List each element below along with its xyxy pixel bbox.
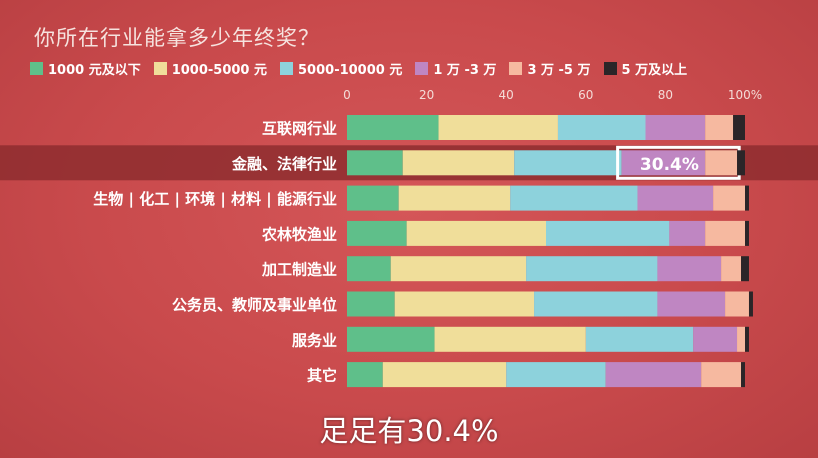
bar-segment xyxy=(510,185,638,211)
category-label: 互联网行业 xyxy=(262,120,337,138)
bar-segment xyxy=(534,291,658,317)
bar-segment xyxy=(347,326,435,352)
legend-label: 1000 元及以下 xyxy=(48,62,141,78)
bar-segment xyxy=(382,362,507,388)
subtitle-caption: 足足有30.4% xyxy=(319,414,499,448)
legend-item: 5 万及以上 xyxy=(603,59,688,78)
bar-segment xyxy=(347,150,403,176)
bar-segment xyxy=(347,362,383,388)
x-tick-label: 100% xyxy=(728,88,762,102)
chart-legend: 1000 元及以下 1000-5000 元 5000-10000 元 1 万 -3 万… xyxy=(30,58,700,78)
bar-segment xyxy=(745,220,749,246)
bar-segment xyxy=(347,220,407,246)
bar-segment xyxy=(557,115,646,140)
category-label: 其它 xyxy=(307,367,337,385)
bar-segment xyxy=(347,185,399,211)
bar-segment xyxy=(438,115,558,140)
legend-label: 3 万 -5 万 xyxy=(527,62,591,78)
bar-segment xyxy=(394,291,535,317)
legend-label: 5000-10000 元 xyxy=(298,62,403,78)
x-tick-label: 60 xyxy=(578,88,593,102)
bar-segment xyxy=(585,326,694,352)
bar-segment xyxy=(748,291,753,317)
bar-segment xyxy=(721,256,742,282)
bar-segment xyxy=(737,150,745,176)
bar-segment xyxy=(745,326,749,352)
bar-segment xyxy=(645,115,706,140)
legend-swatch xyxy=(153,61,167,75)
x-tick-label: 40 xyxy=(499,88,514,102)
bar-segment xyxy=(705,115,734,140)
category-label: 农林牧渔业 xyxy=(261,225,337,243)
bar-segment xyxy=(737,326,745,352)
bar-segment xyxy=(725,291,749,317)
category-label: 生物 | 化工 | 环境 | 材料 | 能源行业 xyxy=(93,190,337,209)
legend-item: 5000-10000 元 xyxy=(280,59,402,78)
legend-swatch xyxy=(415,61,429,75)
bar-segment xyxy=(657,256,722,282)
bar-segment xyxy=(390,256,527,282)
legend-swatch xyxy=(509,61,523,75)
bar-segment xyxy=(605,362,702,388)
legend-item: 3 万 -5 万 xyxy=(509,59,591,78)
legend-swatch xyxy=(603,61,617,75)
highlight-value-label: 30.4% xyxy=(640,155,699,175)
bar-segment xyxy=(733,115,745,140)
bar-segment xyxy=(398,185,511,211)
bar-segment xyxy=(402,150,515,176)
bar-segment xyxy=(434,326,586,352)
legend-item: 1000-5000 元 xyxy=(153,59,268,78)
bar-segment xyxy=(705,150,738,176)
legend-label: 5 万及以上 xyxy=(621,62,688,78)
bar-segment xyxy=(514,150,622,176)
bar-segment xyxy=(657,291,726,317)
x-tick-label: 20 xyxy=(419,88,434,102)
bar-segment xyxy=(713,185,745,211)
bar-segment xyxy=(347,291,395,317)
bar-segment xyxy=(347,256,391,282)
bar-segment xyxy=(621,150,706,176)
bar-segment xyxy=(669,220,706,246)
category-label: 加工制造业 xyxy=(261,261,337,279)
bar-segment xyxy=(506,362,606,388)
bar-segment xyxy=(406,220,546,246)
legend-item: 1000 元及以下 xyxy=(30,59,141,78)
category-label: 金融、法律行业 xyxy=(231,155,337,173)
bar-segment xyxy=(526,256,658,282)
legend-swatch xyxy=(30,61,43,75)
bar-segment xyxy=(745,185,749,211)
bar-segment xyxy=(705,220,745,246)
legend-label: 1 万 -3 万 xyxy=(433,62,497,78)
category-label: 公务员、教师及事业单位 xyxy=(172,296,337,314)
x-tick-label: 80 xyxy=(658,88,673,102)
bar-segment xyxy=(741,256,749,282)
bar-segment xyxy=(347,115,439,140)
legend-label: 1000-5000 元 xyxy=(171,62,268,78)
bar-segment xyxy=(693,326,738,352)
bar-segment xyxy=(741,362,745,388)
legend-item: 1 万 -3 万 xyxy=(415,59,496,78)
bar-segment xyxy=(637,185,714,211)
bar-segment xyxy=(701,362,742,388)
chart-title: 你所在行业能拿多少年终奖？ xyxy=(34,26,320,50)
bar-segment xyxy=(546,220,670,246)
x-tick-label: 0 xyxy=(343,88,351,102)
category-label: 服务业 xyxy=(292,331,337,349)
legend-swatch xyxy=(280,61,294,75)
